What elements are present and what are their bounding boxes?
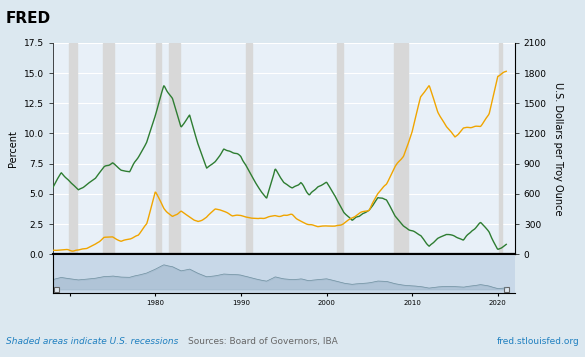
Bar	[103, 43, 114, 254]
Bar	[169, 43, 180, 254]
Y-axis label: U.S. Dollars per Troy Ounce: U.S. Dollars per Troy Ounce	[553, 82, 563, 215]
FancyBboxPatch shape	[54, 287, 60, 292]
Bar	[156, 43, 161, 254]
Y-axis label: Percent: Percent	[8, 130, 18, 167]
Text: Sources: Board of Governors, IBA: Sources: Board of Governors, IBA	[188, 337, 338, 346]
Bar	[498, 43, 502, 254]
Bar	[246, 43, 252, 254]
Bar	[69, 43, 77, 254]
Bar	[394, 43, 408, 254]
FancyBboxPatch shape	[504, 287, 509, 292]
Text: Shaded areas indicate U.S. recessions: Shaded areas indicate U.S. recessions	[6, 337, 178, 346]
Text: FRED: FRED	[6, 11, 51, 26]
Text: fred.stlouisfed.org: fred.stlouisfed.org	[497, 337, 579, 346]
Bar	[337, 43, 343, 254]
